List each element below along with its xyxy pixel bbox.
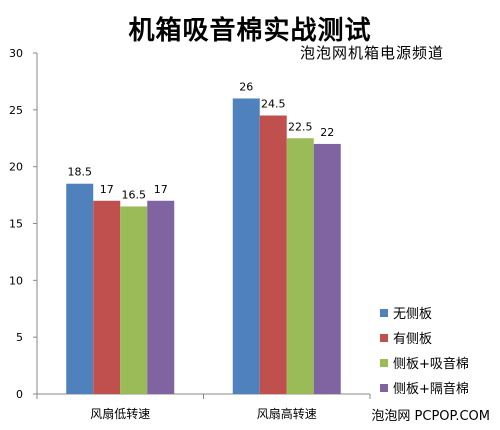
y-tick-label: 20 [9, 161, 23, 174]
legend-label: 侧板+隔音棉 [393, 382, 469, 397]
legend-swatch [380, 383, 388, 392]
legend-label: 侧板+吸音棉 [393, 357, 469, 372]
y-tick-label: 30 [9, 47, 23, 60]
bar [120, 206, 148, 394]
bar [313, 143, 341, 394]
chart-title: 机箱吸音棉实战测试 [128, 16, 372, 46]
watermark: 泡泡网 PCPOP.COM [371, 409, 490, 424]
bar [259, 115, 287, 395]
legend-label: 有侧板 [393, 332, 433, 347]
bar [66, 183, 94, 394]
x-tick-label: 风扇高转速 [257, 406, 317, 421]
bar [232, 98, 260, 394]
bar [286, 138, 314, 394]
data-label: 18.5 [68, 166, 93, 179]
bar [93, 200, 121, 394]
legend-swatch [380, 358, 388, 367]
data-label: 22 [320, 126, 334, 139]
chart-subtitle: 泡泡网机箱电源频道 [300, 44, 445, 62]
data-label: 17 [154, 183, 168, 196]
x-tick-label: 风扇低转速 [90, 406, 150, 421]
y-tick-label: 5 [16, 331, 23, 344]
legend-label: 无侧板 [393, 307, 433, 322]
legend-swatch [380, 308, 388, 317]
data-label: 22.5 [288, 120, 313, 133]
y-tick-label: 0 [16, 388, 23, 401]
bar [147, 200, 175, 394]
legend-swatch [380, 333, 388, 342]
data-label: 17 [100, 183, 114, 196]
data-label: 16.5 [122, 188, 147, 201]
data-label: 26 [239, 80, 253, 93]
y-tick-label: 25 [9, 104, 23, 117]
legend: 无侧板有侧板侧板+吸音棉 侧板+隔音棉 [380, 300, 469, 400]
legend-item: 侧板+吸音棉 [380, 350, 469, 375]
y-tick-label: 10 [9, 274, 23, 287]
legend-item: 有侧板 [380, 325, 469, 350]
legend-item: 无侧板 [380, 300, 469, 325]
data-label: 24.5 [261, 98, 286, 111]
legend-item: 侧板+隔音棉 [380, 375, 469, 400]
y-tick-label: 15 [9, 218, 23, 231]
